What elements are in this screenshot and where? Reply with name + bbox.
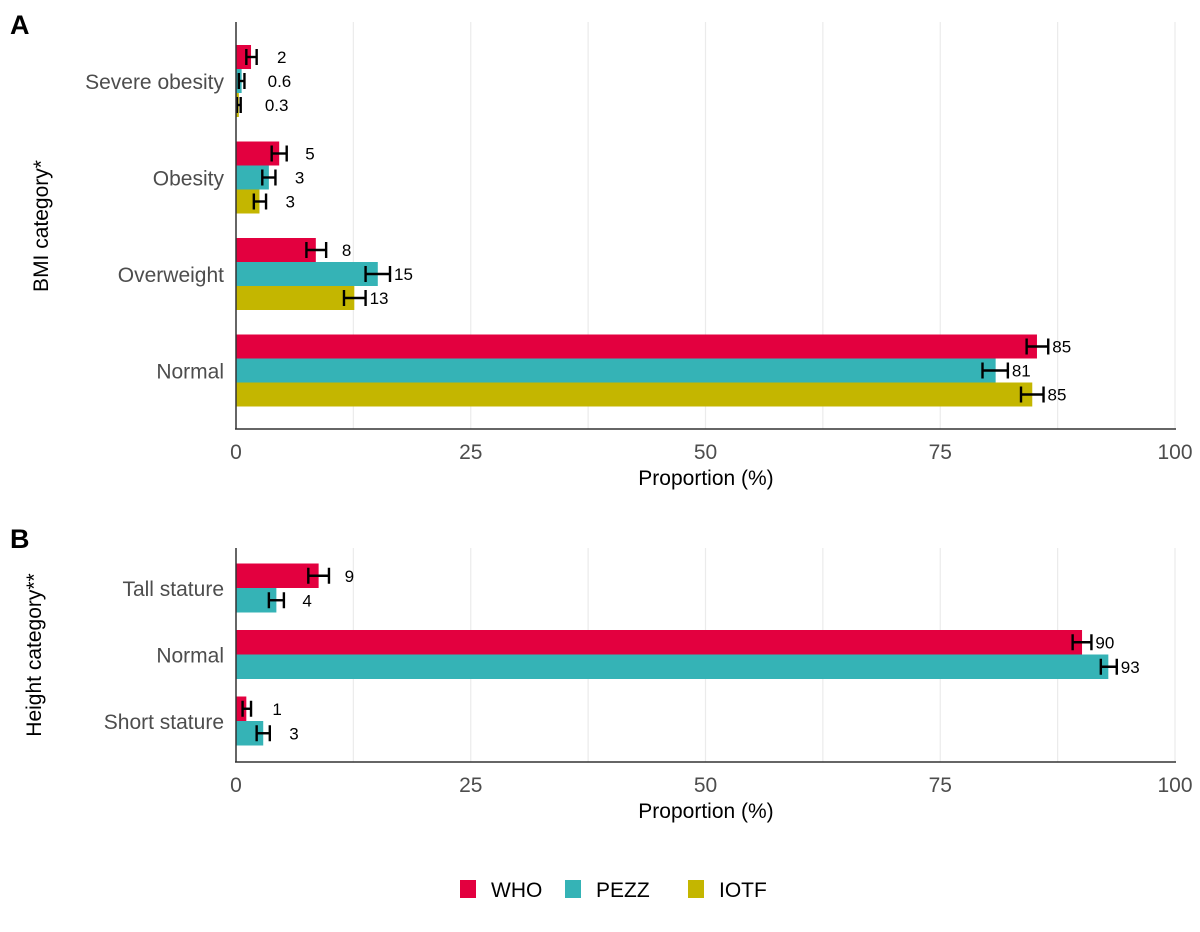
bar-pezz xyxy=(236,654,1109,679)
x-tick-label: 100 xyxy=(1157,774,1192,797)
y-tick-label: Overweight xyxy=(118,264,224,287)
x-tick-label: 75 xyxy=(929,774,952,797)
data-label: 2 xyxy=(277,48,286,67)
data-label: 0.3 xyxy=(265,96,289,115)
legend-swatch xyxy=(460,880,476,898)
panel-a-letter: A xyxy=(10,10,30,40)
error-bar xyxy=(1025,338,1050,355)
error-bar xyxy=(307,567,331,584)
y-tick-label: Obesity xyxy=(153,168,225,191)
panel-b: B 9 4 90 93 13 Tall stature Normal Short statu… xyxy=(10,524,1193,823)
panel-b-bars: 9 4 90 93 13 xyxy=(236,563,1140,746)
error-bar xyxy=(237,73,246,89)
legend-label: IOTF xyxy=(719,879,767,902)
error-bar xyxy=(267,592,286,609)
bar-iotf xyxy=(236,382,1033,407)
error-bar xyxy=(245,49,258,65)
y-tick-label: Short stature xyxy=(104,711,224,734)
legend-swatch xyxy=(688,880,704,898)
error-bar xyxy=(981,362,1010,379)
data-label: 4 xyxy=(302,591,311,610)
data-label: 1 xyxy=(272,700,281,719)
data-label: 85 xyxy=(1052,338,1071,357)
data-label: 81 xyxy=(1012,362,1031,381)
x-tick-label: 75 xyxy=(929,441,952,464)
legend-swatch xyxy=(565,880,581,898)
x-tick-label: 50 xyxy=(694,774,717,797)
legend-item-who: WHO xyxy=(460,879,542,902)
panel-a-gridlines xyxy=(352,22,1176,429)
bar-who xyxy=(236,630,1083,655)
panel-b-letter: B xyxy=(10,524,30,554)
panel-b-x-axis-title: Proportion (%) xyxy=(638,800,773,823)
error-bar xyxy=(235,97,242,113)
legend-label: PEZZ xyxy=(596,879,650,902)
legend: WHO PEZZ IOTF xyxy=(460,879,767,902)
panel-b-x-tick-labels: 0 25 50 75 100 xyxy=(230,774,1192,797)
x-tick-label: 25 xyxy=(459,774,482,797)
error-bar xyxy=(342,290,367,306)
error-bar xyxy=(364,266,392,282)
bar-iotf xyxy=(236,286,355,310)
panel-a-y-tick-labels: Severe obesity Obesity Overweight Normal xyxy=(85,71,224,384)
data-label: 9 xyxy=(345,567,354,586)
data-label: 90 xyxy=(1095,633,1114,652)
error-bar xyxy=(1019,386,1045,403)
error-bar xyxy=(261,169,277,186)
data-label: 3 xyxy=(289,724,298,743)
x-tick-label: 25 xyxy=(459,441,482,464)
bar-who xyxy=(236,696,247,721)
error-bar xyxy=(255,725,272,742)
data-label: 85 xyxy=(1048,386,1067,405)
data-label: 3 xyxy=(295,169,304,188)
bar-who xyxy=(236,334,1037,359)
data-label: 5 xyxy=(305,145,314,164)
data-label: 13 xyxy=(370,289,389,308)
y-tick-label: Normal xyxy=(156,645,224,668)
bar-who xyxy=(236,238,316,262)
x-tick-label: 0 xyxy=(230,441,242,464)
bar-pezz xyxy=(236,358,996,383)
panel-a-x-tick-labels: 0 25 50 75 100 xyxy=(230,441,1192,464)
error-bar xyxy=(1099,658,1118,675)
bar-who xyxy=(236,563,319,588)
legend-item-pezz: PEZZ xyxy=(565,879,650,902)
x-tick-label: 0 xyxy=(230,774,242,797)
x-tick-label: 50 xyxy=(694,441,717,464)
data-label: 93 xyxy=(1121,658,1140,677)
data-label: 0.6 xyxy=(268,72,292,91)
panel-a-x-axis-title: Proportion (%) xyxy=(638,467,773,490)
error-bar xyxy=(305,242,328,258)
data-label: 3 xyxy=(285,193,294,212)
y-tick-label: Severe obesity xyxy=(85,71,224,94)
data-label: 8 xyxy=(342,241,351,260)
panel-b-y-axis-title: Height category** xyxy=(23,573,46,736)
error-bar xyxy=(1071,634,1093,651)
panel-a-y-axis-title: BMI category* xyxy=(30,160,53,292)
error-bar xyxy=(241,700,253,717)
bar-pezz xyxy=(236,262,378,286)
error-bar xyxy=(252,193,268,210)
x-tick-label: 100 xyxy=(1157,441,1192,464)
y-tick-label: Normal xyxy=(156,361,224,384)
legend-label: WHO xyxy=(491,879,542,902)
error-bar xyxy=(270,145,288,162)
legend-item-iotf: IOTF xyxy=(688,879,767,902)
panel-b-y-tick-labels: Tall stature Normal Short stature xyxy=(104,578,224,734)
y-tick-label: Tall stature xyxy=(122,578,224,601)
data-label: 15 xyxy=(394,265,413,284)
